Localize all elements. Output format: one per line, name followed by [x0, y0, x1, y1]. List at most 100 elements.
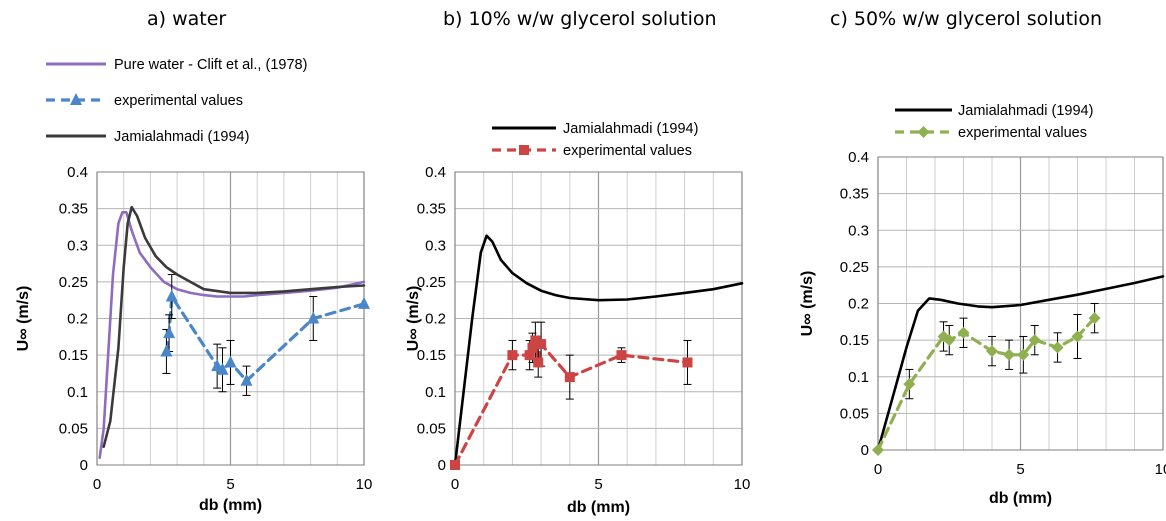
y-tick-label: 0.25: [59, 274, 88, 291]
y-tick-label: 0.35: [840, 186, 869, 203]
legend-c: Jamialahmadi (1994) experimental values: [895, 103, 1093, 141]
y-tick-label: 0.35: [59, 201, 88, 218]
y-tick-label: 0.3: [848, 222, 869, 239]
y-tick-label: 0.4: [425, 164, 446, 181]
data-point: [1028, 334, 1041, 347]
x-axis-label: db (mm): [199, 497, 262, 514]
legend-marker: [70, 93, 82, 105]
data-point: [616, 350, 627, 361]
plot-frame: [96, 171, 365, 466]
data-point: [957, 326, 970, 339]
y-tick-label: 0.2: [425, 311, 446, 328]
x-tick-label: 0: [874, 461, 882, 478]
x-tick-label: 5: [1016, 461, 1024, 478]
series-line: [164, 294, 366, 383]
y-tick-label: 0.4: [67, 164, 88, 181]
data-point: [1071, 330, 1084, 343]
series-line: [453, 234, 744, 467]
data-point: [986, 345, 998, 358]
data-point: [163, 326, 176, 339]
x-tick-label: 10: [356, 476, 373, 493]
y-tick-label: 0.15: [840, 332, 869, 349]
series-line: [876, 275, 1165, 452]
series-c-1: [872, 303, 1101, 456]
data-point: [527, 342, 538, 353]
y-tick-label: 0.25: [417, 274, 446, 291]
series-line: [453, 338, 690, 467]
series-b-1: [450, 321, 693, 470]
y-tick-label: 0.35: [417, 201, 446, 218]
legend-marker: [917, 126, 930, 138]
legend-a: Pure water - Clift et al., (1978) experim…: [46, 57, 307, 145]
data-point: [1051, 341, 1064, 354]
y-tick-label: 0.05: [417, 420, 446, 437]
x-tick-label: 0: [93, 476, 101, 493]
chart-c: 0 0.05 0.1 0.15 0.2 0.25 0.3 0.35 0.4 0 5 10 db (mm)…: [799, 103, 1166, 507]
y-tick-label: 0.05: [59, 420, 88, 437]
x-tick-label: 0: [451, 476, 459, 493]
data-point: [536, 339, 547, 350]
data-point: [682, 357, 693, 368]
data-point: [530, 335, 541, 346]
data-point: [240, 373, 253, 386]
series-a-2: [102, 205, 366, 449]
chart-c-title: c) 50% w/w glycerol solution: [830, 8, 1102, 30]
y-tick-label: 0: [80, 457, 88, 474]
series-c-0: [876, 275, 1165, 452]
chart-b: 0 0.05 0.1 0.15 0.2 0.25 0.3 0.35 0.4 0 5 10 db (mm)…: [405, 121, 750, 516]
y-tick-label: 0.2: [848, 296, 869, 313]
plot-frame: [877, 156, 1164, 451]
data-point: [564, 372, 575, 383]
chart-b-title: b) 10% w/w glycerol solution: [443, 8, 717, 30]
data-point: [533, 357, 544, 368]
data-point: [903, 378, 916, 391]
y-tick-label: 0.1: [848, 369, 869, 386]
data-point: [1003, 348, 1016, 361]
x-axis-label: db (mm): [567, 499, 630, 516]
y-tick-label: 0.15: [417, 347, 446, 364]
data-point: [307, 311, 320, 324]
data-point: [1088, 312, 1101, 325]
y-axis-label: U∞ (m/s): [799, 271, 816, 337]
y-tick-label: 0: [861, 442, 869, 459]
y-axis-label: U∞ (m/s): [405, 286, 422, 352]
y-tick-label: 0.2: [67, 311, 88, 328]
y-tick-label: 0: [438, 457, 446, 474]
data-point: [1017, 348, 1030, 361]
legend-marker: [519, 145, 529, 155]
x-tick-label: 5: [594, 476, 602, 493]
series-line: [102, 205, 366, 449]
plot-frame: [454, 171, 743, 466]
series-line: [98, 211, 366, 460]
y-tick-label: 0.05: [840, 405, 869, 422]
legend-label: experimental values: [958, 125, 1087, 141]
legend-label: experimental values: [114, 93, 243, 109]
series-b-0: [453, 234, 744, 467]
data-point: [450, 460, 460, 470]
data-point: [160, 344, 173, 357]
data-point: [165, 289, 178, 302]
legend-label: Jamialahmadi (1994): [958, 103, 1093, 119]
legend-label: Jamialahmadi (1994): [114, 129, 249, 145]
chart-a-title: a) water: [147, 8, 227, 30]
legend-label: Pure water - Clift et al., (1978): [114, 57, 307, 73]
x-tick-label: 5: [226, 476, 234, 493]
y-tick-label: 0.1: [425, 384, 446, 401]
data-point: [943, 334, 956, 347]
x-tick-label: 10: [1155, 461, 1166, 478]
data-point: [216, 362, 229, 375]
y-tick-label: 0.4: [848, 149, 869, 166]
data-point: [872, 444, 884, 456]
data-point: [224, 355, 237, 368]
series-line: [876, 316, 1097, 452]
legend-label: experimental values: [563, 143, 692, 159]
series-a-1: [160, 274, 370, 396]
legend-b: Jamialahmadi (1994) experimental values: [492, 121, 698, 159]
y-tick-label: 0.1: [67, 384, 88, 401]
y-tick-label: 0.15: [59, 347, 88, 364]
y-tick-label: 0.25: [840, 259, 869, 276]
x-axis-label: db (mm): [989, 490, 1052, 507]
data-point: [507, 350, 518, 361]
series-a-0: [98, 211, 366, 460]
